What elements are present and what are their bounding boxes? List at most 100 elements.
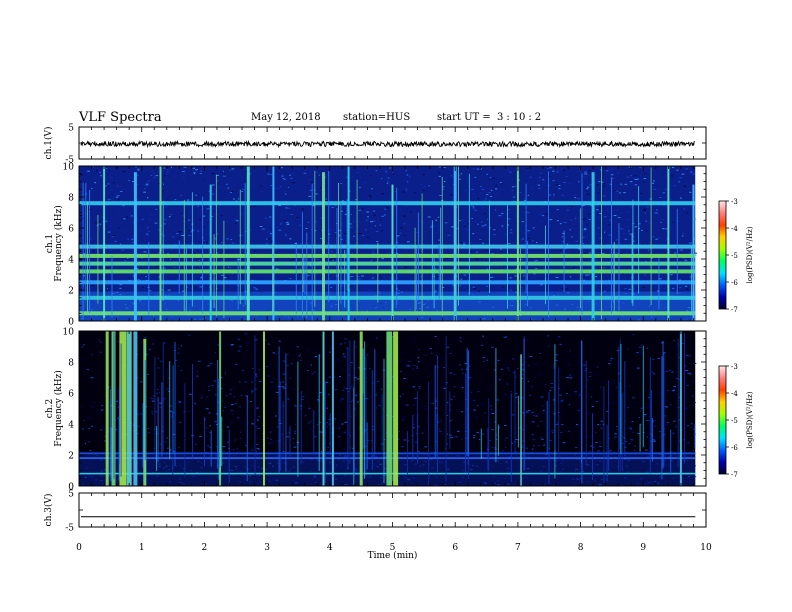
ch2-spectrogram-streak [217, 360, 219, 469]
ch2-spectrogram-noise-speck [589, 376, 591, 377]
ch1-spectrogram-noise-speck [509, 171, 512, 173]
ch2-spectrogram-noise-speck [665, 400, 668, 402]
ch1-spectrogram-noise-speck [375, 170, 378, 172]
ch1-spectrogram-noise-speck [507, 224, 510, 226]
ch2-spectrogram-noise-speck [597, 450, 600, 452]
ch2-spectrogram-noise-speck [232, 413, 234, 415]
ch1-spectrogram-noise-speck [402, 191, 405, 193]
ch1-spectrogram-noise-speck [511, 189, 513, 191]
ch1-spectrogram-noise-speck [381, 230, 383, 232]
ch2-spectrogram-streak [467, 350, 469, 457]
ch1-spectrogram-tone-band [79, 311, 696, 316]
ch1-spectrogram-noise-speck [437, 216, 440, 218]
ch1-spectrogram-noise-speck [589, 184, 593, 186]
ch1-spectrogram-noise-speck [577, 198, 580, 200]
ch1-spectrogram-noise-speck [546, 195, 549, 197]
ch2-spectrogram-no-data [695, 331, 706, 486]
ch2-spectrogram-noise-speck [482, 357, 485, 359]
ch2-spectrogram-noise-speck [520, 446, 524, 448]
ch2-spectrogram-noise-speck [458, 364, 461, 366]
ch2-spectrogram-noise-speck [630, 439, 634, 441]
ch1-spectrogram-noise-speck [653, 180, 655, 182]
ch1-spectrogram-noise-speck [150, 257, 153, 259]
ch1-spectrogram-noise-speck [565, 288, 569, 290]
ch1-spectrogram-noise-speck [202, 215, 206, 217]
ch2-spectrogram-noise-speck [655, 425, 657, 427]
ch2-spectrogram-noise-speck [91, 425, 93, 427]
ch1-spectrogram-noise-speck [421, 222, 425, 223]
ch1-spectrogram-noise-speck [81, 218, 84, 219]
ch1-spectrogram-noise-speck [526, 169, 529, 171]
ch2-spectrogram-streak [289, 426, 291, 457]
ch1-spectrogram-noise-speck [581, 237, 585, 239]
ch1-spectrogram-noise-speck [229, 169, 231, 171]
ch1-spectrogram-noise-speck [604, 231, 606, 233]
ch2-spectrogram-noise-speck [194, 403, 196, 405]
ch2-spectrogram-noise-speck [621, 443, 624, 444]
ch1-spectrogram-noise-speck [170, 208, 173, 210]
ch2-spectrogram-noise-speck [156, 389, 159, 390]
ch2-spectrogram-noise-speck [631, 421, 634, 422]
ch1-spectrogram-noise-speck [438, 239, 440, 241]
ch1-spectrogram-noise-speck [597, 192, 599, 194]
ch1-spectrogram-noise-speck [145, 278, 148, 280]
ch2-spectrogram-noise-speck [281, 386, 284, 388]
ch2-spectrogram-noise-speck [371, 429, 375, 431]
ch2-spectrogram-streak [353, 340, 355, 476]
ch1-spectrogram-noise-speck [380, 178, 383, 180]
ch1-spectrogram-ytick-label: 0 [68, 318, 74, 328]
ch2-spectrogram-noise-speck [319, 392, 322, 394]
ch1-spectrogram-noise-speck [371, 252, 375, 254]
ch1-spectrogram-noise-speck [154, 222, 158, 224]
ch2-spectrogram-noise-speck [210, 385, 214, 387]
ch1-spectrogram-noise-speck [166, 253, 169, 255]
ch1-spectrogram-noise-speck [335, 205, 337, 207]
ch2-spectrogram-streak [642, 345, 644, 448]
ch1-spectrogram-noise-speck [563, 222, 567, 223]
ch2-spectrogram-noise-speck [678, 419, 680, 421]
ch1-spectrogram-tone-band [79, 280, 696, 285]
ch2-spectrogram-noise-speck [657, 357, 660, 359]
ch2-spectrogram-noise-speck [531, 412, 535, 413]
ch1-spectrogram-burst [692, 184, 695, 321]
ch1-spectrogram-noise-speck [194, 287, 197, 289]
ch2-spectrogram-noise-speck [464, 362, 468, 364]
ch2-spectrogram-noise-speck [244, 333, 248, 335]
ch1-spectrogram-noise-speck [460, 173, 462, 175]
ch1-spectrogram-noise-speck [157, 252, 160, 254]
ch2-spectrogram-noise-speck [161, 430, 164, 432]
ch2-spectrogram-noise-speck [137, 377, 139, 379]
ch1-spectrogram-noise-speck [183, 166, 187, 168]
ch1-spectrogram-noise-speck [575, 240, 578, 242]
ch1-spectrogram-noise-speck [100, 175, 102, 177]
ch1-spectrogram-noise-speck [423, 186, 426, 188]
ch1-spectrogram-noise-speck [95, 222, 99, 224]
ch1-spectrogram-noise-speck [581, 218, 585, 220]
ch1-spectrogram-noise-speck [208, 210, 211, 212]
ch2-spectrogram-noise-speck [473, 409, 477, 411]
ch2-spectrogram-streak [381, 393, 383, 452]
ch2-spectrogram-noise-speck [81, 346, 84, 348]
ch1-spectrogram-noise-speck [214, 238, 217, 240]
ch1-spectrogram-noise-speck [481, 225, 485, 227]
ch2-spectrogram-noise-speck [403, 378, 406, 379]
ch2-spectrogram-noise-speck [453, 386, 456, 388]
ch2-spectrogram-streak [332, 427, 334, 460]
ch1-spectrogram-streak [581, 173, 583, 317]
ch2-spectrogram-noise-speck [220, 388, 223, 389]
ch1-spectrogram-noise-speck [514, 185, 518, 187]
ch2-spectrogram-noise-speck [434, 336, 437, 337]
ch1-spectrogram-noise-speck [477, 198, 480, 200]
ch1-spectrogram-noise-speck [123, 171, 126, 173]
ch1-spectrogram-noise-speck [364, 229, 367, 231]
ch1-spectrogram-noise-speck [504, 234, 507, 235]
ch2-spectrogram-noise-speck [244, 381, 248, 383]
ch1-spectrogram-noise-speck [442, 197, 444, 199]
ch2-spectrogram-noise-speck [678, 424, 680, 426]
ch1-spectrogram-noise-speck [508, 218, 511, 220]
ch1-spectrogram-noise-speck [471, 218, 473, 219]
ch1-spectrogram-noise-speck [549, 219, 553, 221]
ch1-spectrogram-noise-speck [541, 207, 544, 209]
ch1-spectrogram-noise-speck [588, 219, 591, 220]
ch2-spectrogram-noise-speck [341, 398, 345, 400]
